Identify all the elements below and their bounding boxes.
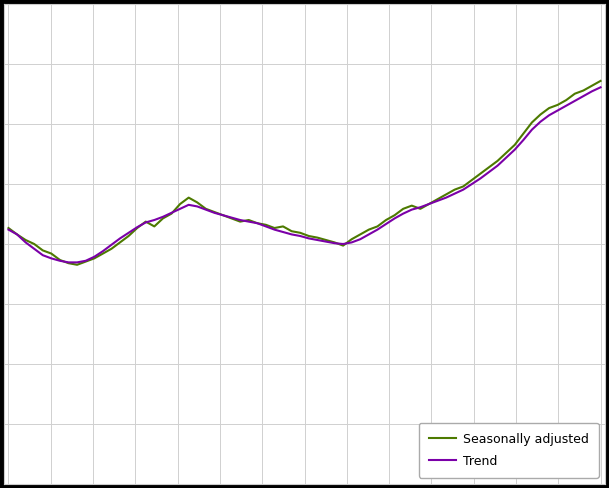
Trend <box>91 254 98 260</box>
Trend <box>339 241 347 247</box>
Line: Trend: Trend <box>9 87 600 263</box>
Trend <box>519 137 527 143</box>
Seasonally adjusted <box>519 131 527 137</box>
Seasonally adjusted <box>511 142 518 148</box>
Seasonally adjusted <box>5 225 12 231</box>
Seasonally adjusted <box>194 200 201 205</box>
Seasonally adjusted <box>597 78 604 84</box>
Seasonally adjusted <box>91 255 98 261</box>
Trend <box>597 84 604 90</box>
Trend <box>65 260 72 265</box>
Trend <box>5 227 12 233</box>
Trend <box>194 203 201 209</box>
Trend <box>150 217 158 223</box>
Seasonally adjusted <box>150 224 158 229</box>
Line: Seasonally adjusted: Seasonally adjusted <box>9 81 600 265</box>
Seasonally adjusted <box>74 262 81 268</box>
Seasonally adjusted <box>339 243 347 248</box>
Trend <box>511 147 518 153</box>
Legend: Seasonally adjusted, Trend: Seasonally adjusted, Trend <box>419 423 599 478</box>
